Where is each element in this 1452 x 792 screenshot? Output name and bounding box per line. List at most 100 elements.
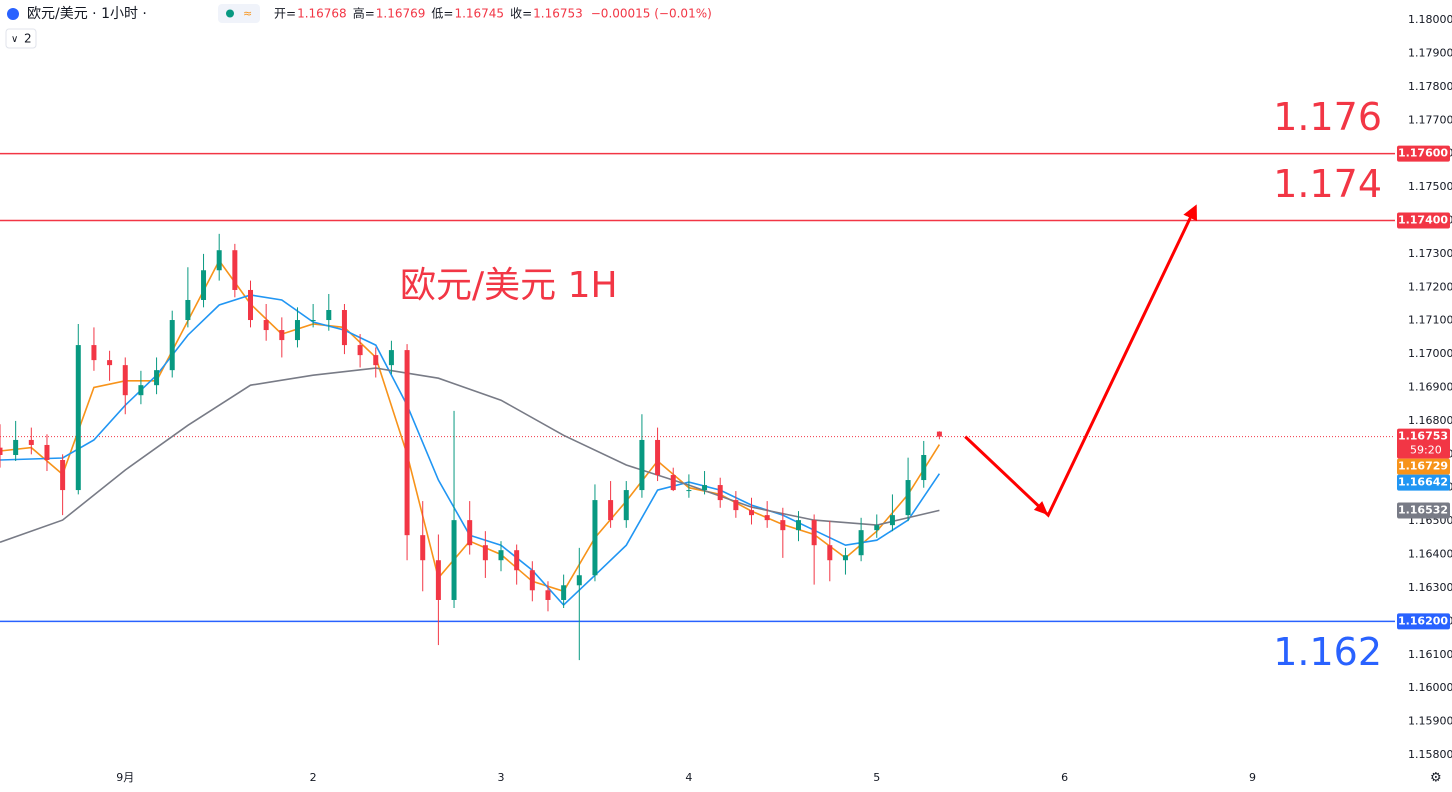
chart-title: 欧元/美元 1H [400,265,618,306]
candle-body [889,515,895,526]
candle-body [232,250,238,290]
price-tag [1397,145,1450,162]
y-tick-label: 1.16300 [1408,581,1452,594]
y-tick-label: 1.17200 [1408,280,1452,293]
candle-body [138,385,144,396]
candle-body [44,444,50,461]
candle-body [686,490,692,492]
candle-body [811,520,817,546]
y-tick-label: 1.17800 [1408,80,1452,93]
price-tag-label: 1.16200 [1398,614,1448,627]
candle-body [154,370,160,386]
y-tick-label: 1.17000 [1408,347,1452,360]
y-tick-label: 1.16100 [1408,648,1452,661]
candle-body [592,500,598,576]
y-tick-label: 1.16800 [1408,414,1452,427]
status-dot [226,9,234,18]
y-tick-label: 1.16000 [1408,681,1452,694]
projection-arrow [964,204,1197,518]
ohlc-label: 低= [431,7,453,21]
indicator-toggle[interactable] [5,28,37,49]
candle-body [60,460,66,491]
candle-body [294,320,300,341]
y-tick-label: 1.17300 [1408,247,1452,260]
price-tag-label: 1.16753 [1398,430,1448,443]
y-tick-label: 1.15900 [1408,715,1452,728]
candle-body [420,535,426,561]
candle-body [13,439,19,455]
y-tick-label: 1.17500 [1408,180,1452,193]
level-label: 1.174 [1273,162,1382,206]
candle-body [435,560,441,600]
candle-body [498,550,504,561]
candle-body [216,250,222,271]
candle-body [780,520,786,531]
ohlc-label: 收= [510,7,532,21]
y-tick-label: 1.16400 [1408,548,1452,561]
level-label: 1.162 [1273,630,1382,674]
ohlc-header: 开= 1.16768 高= 1.16769 低= 1.16745 收= 1.16753 −0.0… [274,6,712,21]
candle-body [373,355,379,366]
candle-body [764,515,770,521]
y-tick-label: 1.18000 [1408,13,1452,26]
candle-body [514,550,520,571]
y-tick-label: 1.15800 [1408,748,1452,761]
price-tag-label: 1.17400 [1398,213,1448,226]
x-tick-label: 9 [1249,771,1256,784]
x-tick-label: 6 [1061,771,1068,784]
candle-body [310,320,316,322]
candle-body [107,360,113,366]
candle-body [326,310,332,321]
candle-body [858,530,864,556]
status-badge[interactable] [218,4,260,23]
candle-body [185,299,191,321]
candle-body [91,345,97,361]
price-tag-label: 1.16642 [1398,476,1448,489]
ohlc-value: 1.16745 [454,7,504,21]
price-tag-label: 1.16729 [1398,460,1448,473]
change: −0.00015 (−0.01%) [591,7,712,21]
candle-body [936,431,942,437]
candle-body [655,439,661,476]
candle-body [404,350,410,536]
price-tag-label: 1.17600 [1398,147,1448,160]
candle-body [608,500,614,521]
candle-body [279,330,285,341]
candle-body [827,545,833,561]
price-tag [1397,502,1450,519]
ohlc-value: 1.16753 [533,7,583,21]
plot-area [124,19,1399,768]
candle-body [702,485,708,491]
arrow-head [1033,501,1049,516]
price-tag [1397,428,1450,459]
y-tick-label: 1.17100 [1408,314,1452,327]
candle-body [670,475,676,491]
y-tick-label: 1.17900 [1408,46,1452,59]
candle-body [28,439,34,445]
candle-body [545,590,551,600]
toggle-icon: ∨ [11,34,18,45]
candle-body [561,585,567,600]
level-label: 1.176 [1273,95,1382,139]
price-tag [1397,613,1450,630]
y-tick-label: 1.17700 [1408,113,1452,126]
indicator-count: 2 [24,32,32,46]
settings-icon[interactable]: ⚙ [1430,771,1442,786]
candle-body [529,570,535,591]
candle-body [717,485,723,501]
price-tag [1397,474,1450,491]
candle-body [0,447,3,455]
x-tick-label: 4 [685,771,692,784]
x-tick-label: 5 [873,771,880,784]
candle-body [201,270,207,300]
candle-body [749,510,755,516]
status-icon: ≈ [243,7,252,20]
price-tag-label: 1.16532 [1398,503,1448,516]
price-tag [1397,458,1450,475]
candle-body [874,525,880,531]
candle-body [795,520,801,531]
candle-body [169,320,175,371]
symbol[interactable]: 欧元/美元 · 1小时 · [27,6,147,22]
ohlc-value: 1.16768 [297,7,347,21]
